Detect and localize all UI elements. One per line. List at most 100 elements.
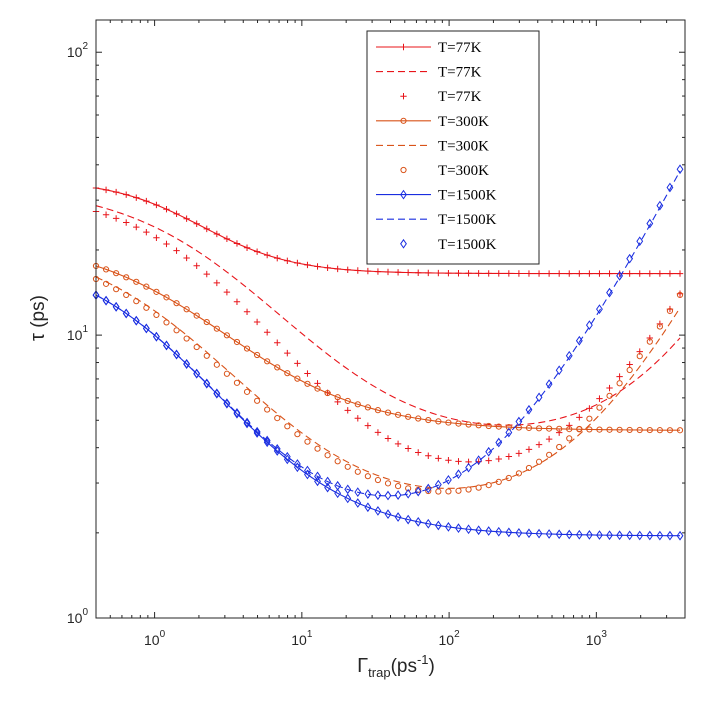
circle-marker xyxy=(374,476,382,484)
diamond-marker xyxy=(636,236,644,247)
circle-marker xyxy=(284,423,291,430)
circle-marker xyxy=(666,307,674,315)
x-tick-label: 103 xyxy=(586,629,608,648)
plus-marker xyxy=(394,440,402,448)
plus-marker xyxy=(415,449,422,456)
circle-marker xyxy=(495,423,502,430)
circle-marker xyxy=(173,327,180,334)
plus-marker xyxy=(495,270,502,277)
circle-marker xyxy=(455,487,462,494)
circle-marker xyxy=(656,323,663,330)
circle-marker xyxy=(400,117,407,124)
diamond-marker xyxy=(626,253,634,264)
plus-marker xyxy=(485,457,492,464)
plus-marker xyxy=(606,384,613,392)
x-tick-label: 102 xyxy=(439,629,461,648)
circle-marker xyxy=(596,426,603,433)
plus-marker xyxy=(344,266,351,273)
diamond-marker xyxy=(324,476,332,487)
diamond-marker xyxy=(475,525,483,536)
circle-marker xyxy=(203,318,210,326)
plus-marker xyxy=(676,270,684,277)
plus-marker xyxy=(213,230,221,238)
circle-marker xyxy=(465,486,472,493)
series-line xyxy=(95,265,681,431)
diamond-marker xyxy=(535,528,543,539)
diamond-marker xyxy=(575,529,583,540)
diamond-marker xyxy=(354,487,362,497)
legend-item: T=1500K xyxy=(400,237,497,253)
plus-marker xyxy=(203,225,210,233)
diamond-marker xyxy=(656,200,664,211)
diamond-marker xyxy=(112,301,120,312)
plus-marker xyxy=(435,455,442,462)
legend-label: T=1500K xyxy=(438,237,497,253)
diamond-marker xyxy=(334,480,342,491)
series-3 xyxy=(92,262,684,434)
diamond-marker xyxy=(636,530,644,541)
series-4 xyxy=(95,276,681,489)
plus-marker xyxy=(112,188,120,196)
y-axis-unit: (ps) xyxy=(28,295,49,333)
circle-marker xyxy=(636,353,643,360)
legend-item: T=77K xyxy=(376,40,482,56)
legend-item: T=300K xyxy=(376,138,489,154)
plus-marker xyxy=(364,422,372,429)
circle-marker xyxy=(445,419,452,426)
plus-marker xyxy=(374,268,382,275)
circle-marker xyxy=(264,358,271,365)
diamond-marker xyxy=(424,483,432,494)
circle-marker xyxy=(606,426,613,433)
diamond-marker xyxy=(596,530,603,540)
diamond-marker xyxy=(596,304,603,314)
circle-marker xyxy=(525,424,533,432)
plus-marker xyxy=(586,405,593,412)
diamond-marker xyxy=(400,189,407,200)
diamond-marker xyxy=(394,490,402,500)
plus-marker xyxy=(445,457,452,464)
plus-marker xyxy=(133,194,140,201)
diamond-marker xyxy=(102,295,110,306)
diamond-marker xyxy=(404,514,412,525)
circle-marker xyxy=(354,401,361,408)
diamond-marker xyxy=(616,530,624,541)
plus-marker xyxy=(314,263,321,270)
legend-item: T=300K xyxy=(400,163,489,179)
plus-marker xyxy=(666,270,674,277)
plus-marker xyxy=(253,248,261,255)
plus-marker xyxy=(616,373,623,380)
circle-marker xyxy=(435,418,442,425)
circle-marker xyxy=(566,425,573,433)
circle-marker xyxy=(364,404,371,411)
diamond-marker xyxy=(273,444,281,454)
diamond-marker xyxy=(364,502,372,513)
circle-marker xyxy=(193,343,200,351)
legend-box xyxy=(366,30,540,265)
plus-marker xyxy=(515,270,523,277)
diamond-marker xyxy=(626,530,634,541)
series-5 xyxy=(92,275,684,495)
tick-labels: 100 101 102 103 100 101 102 xyxy=(67,41,607,648)
plus-marker xyxy=(153,201,160,209)
legend-label: T=1500K xyxy=(438,188,497,204)
circle-marker xyxy=(294,375,301,382)
plus-marker xyxy=(596,270,603,277)
circle-marker xyxy=(646,338,653,345)
circle-marker xyxy=(626,366,633,374)
circle-marker xyxy=(384,409,392,416)
plus-marker xyxy=(455,458,462,465)
circle-marker xyxy=(546,451,553,458)
circle-marker xyxy=(183,306,190,313)
diamond-marker xyxy=(263,437,271,448)
circle-marker xyxy=(535,458,543,465)
circle-marker xyxy=(616,426,623,433)
circle-marker xyxy=(223,332,230,339)
plus-marker xyxy=(555,270,563,277)
x-axis-close: ) xyxy=(429,656,435,677)
diamond-marker xyxy=(646,530,654,541)
circle-marker xyxy=(616,380,623,387)
diamond-marker xyxy=(153,331,160,342)
plus-marker xyxy=(274,254,281,262)
plus-marker xyxy=(364,267,372,275)
series-line xyxy=(95,170,681,497)
